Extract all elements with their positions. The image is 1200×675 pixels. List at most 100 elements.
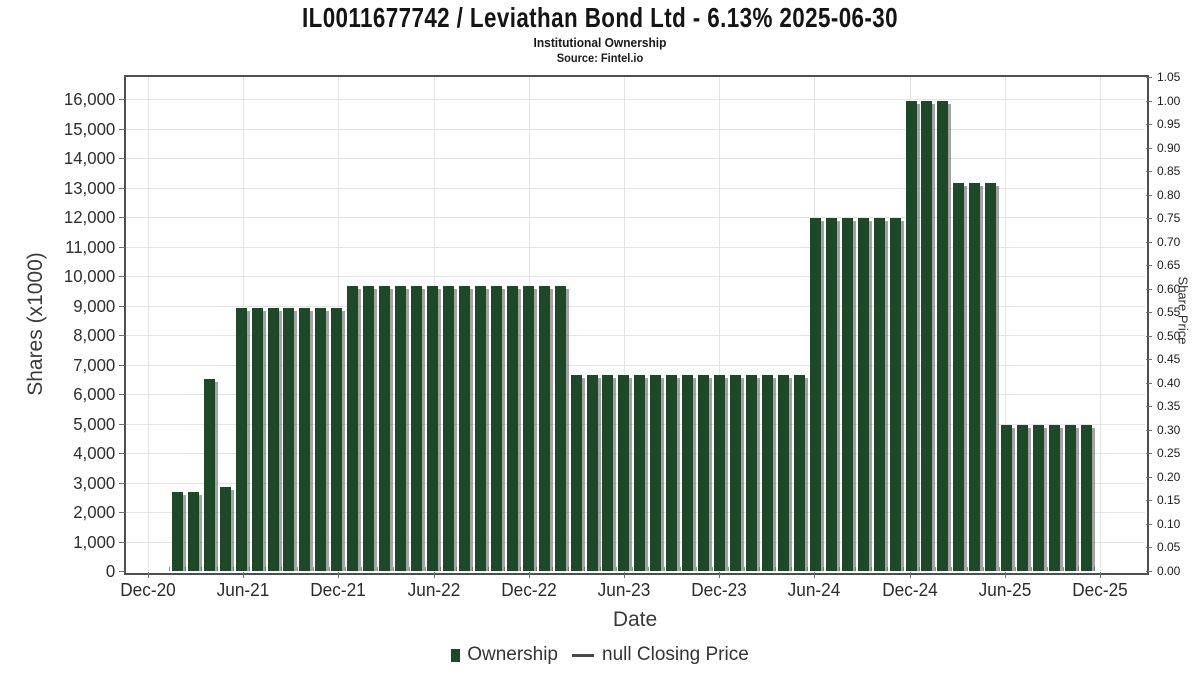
ownership-bar-Sep-21[interactable] [283,307,295,571]
y2-axis-tick [1146,429,1152,431]
ownership-bar-Jun-21[interactable] [235,307,247,571]
ownership-bar-Jul-23[interactable] [634,375,646,571]
y2-axis-tick-label: 0.80 [1157,187,1181,202]
ownership-bar-Jan-25[interactable] [921,100,933,571]
ownership-bar-Apr-24[interactable] [777,375,789,571]
x-minor-tick [982,567,984,571]
x-minor-tick [312,567,314,571]
ownership-bar-Jun-25[interactable] [1001,425,1013,571]
ownership-bar-Jun-23[interactable] [618,375,630,571]
x-axis-tick [624,572,625,578]
ownership-bar-Nov-25[interactable] [1080,425,1092,571]
ownership-bar-Aug-22[interactable] [458,286,470,571]
x-axis-tick [909,572,911,578]
ownership-bar-Oct-23[interactable] [682,375,694,571]
ownership-bar-Mar-23[interactable] [570,375,582,571]
ownership-bar-Oct-24[interactable] [873,217,885,571]
ownership-bar-May-23[interactable] [602,375,614,571]
x-axis-tick-label: Dec-21 [310,579,367,600]
x-minor-tick [791,567,793,571]
y-axis-tick [119,158,125,160]
y2-axis-tick-label: 0.90 [1157,140,1181,155]
y-axis-tick [119,571,125,572]
price-legend-line-icon [572,653,595,657]
y-axis-tick [119,217,125,219]
ownership-bar-Aug-24[interactable] [841,217,853,571]
ownership-bar-Nov-21[interactable] [315,307,327,571]
ownership-bar-Sep-25[interactable] [1049,425,1061,571]
ownership-bar-Jan-23[interactable] [538,286,550,571]
ownership-bar-Feb-21[interactable] [171,492,183,571]
ownership-bar-Apr-22[interactable] [395,286,407,571]
gridline-h [126,364,1145,366]
ownership-bar-Nov-24[interactable] [889,217,901,571]
ownership-bar-Feb-22[interactable] [363,286,375,571]
y-axis-tick-label: 13,000 [63,177,116,198]
gridline-h [126,99,1145,101]
x-minor-tick [249,567,251,571]
x-minor-tick [871,567,873,571]
y2-axis-tick [1146,359,1152,361]
ownership-bar-Nov-22[interactable] [506,286,518,571]
x-minor-tick [1094,567,1096,571]
x-minor-tick [265,567,267,571]
ownership-bar-May-24[interactable] [793,375,805,571]
ownership-bar-Sep-23[interactable] [666,375,678,571]
ownership-bar-Dec-24[interactable] [905,100,917,571]
x-minor-tick [424,567,426,571]
ownership-bar-Jun-24[interactable] [809,217,821,571]
ownership-bar-Mar-25[interactable] [953,183,965,571]
ownership-bar-Oct-25[interactable] [1065,425,1076,571]
y2-axis-tick-label: 0.10 [1157,516,1181,531]
ownership-bar-May-21[interactable] [219,487,231,571]
ownership-bar-Jul-21[interactable] [251,307,263,571]
ownership-bar-Dec-22[interactable] [522,286,534,571]
x-minor-tick [169,567,171,571]
x-axis-tick [528,572,530,578]
ownership-bar-Sep-24[interactable] [857,217,869,571]
ownership-bar-Dec-21[interactable] [331,307,343,571]
ownership-bar-Sep-22[interactable] [474,286,486,571]
ownership-bar-Jul-25[interactable] [1017,425,1029,571]
y-axis-tick [119,541,125,543]
ownership-bar-Jul-24[interactable] [825,217,837,571]
y2-axis-tick [1146,312,1152,314]
legend: Ownership null Closing Price [0,644,1200,666]
ownership-bar-Aug-25[interactable] [1033,425,1045,571]
ownership-bar-Jan-24[interactable] [730,375,742,571]
y2-axis-tick-label: 0.05 [1157,540,1181,555]
x-minor-tick [855,567,857,571]
ownership-bar-Feb-24[interactable] [746,375,757,571]
ownership-bar-Jul-22[interactable] [442,286,454,571]
y2-axis-tick-label: 0.55 [1157,305,1181,320]
ownership-bar-Aug-21[interactable] [267,307,279,571]
y2-axis-tick [1146,147,1152,149]
ownership-bar-Jun-22[interactable] [427,286,438,571]
ownership-bar-May-22[interactable] [411,286,423,571]
ownership-bar-Jan-22[interactable] [347,286,359,571]
ownership-bar-Apr-23[interactable] [586,375,598,571]
ownership-bar-Apr-25[interactable] [969,183,981,571]
ownership-bar-Mar-21[interactable] [187,492,199,571]
x-minor-tick [775,567,777,571]
x-minor-tick [360,567,362,571]
x-minor-tick [488,567,490,571]
ownership-bar-Apr-21[interactable] [203,379,215,571]
ownership-bar-Nov-23[interactable] [698,375,710,571]
ownership-bar-May-25[interactable] [985,183,997,571]
y-axis-tick [119,276,125,278]
x-minor-tick [584,567,586,571]
ownership-bar-Aug-23[interactable] [650,375,662,571]
ownership-bar-Feb-25[interactable] [937,100,949,571]
x-minor-tick [504,567,506,571]
ownership-bar-Feb-23[interactable] [554,286,566,571]
y2-axis-tick-label: 0.95 [1157,117,1181,132]
ownership-bar-Oct-21[interactable] [299,307,311,571]
ownership-bar-Mar-24[interactable] [761,375,773,571]
ownership-bar-Mar-22[interactable] [379,286,391,571]
ownership-bar-Dec-23[interactable] [714,375,726,571]
x-axis-tick-label: Dec-24 [881,579,938,600]
ownership-bar-Oct-22[interactable] [490,286,502,571]
y2-axis-tick [1146,124,1152,126]
x-minor-tick [472,567,474,571]
